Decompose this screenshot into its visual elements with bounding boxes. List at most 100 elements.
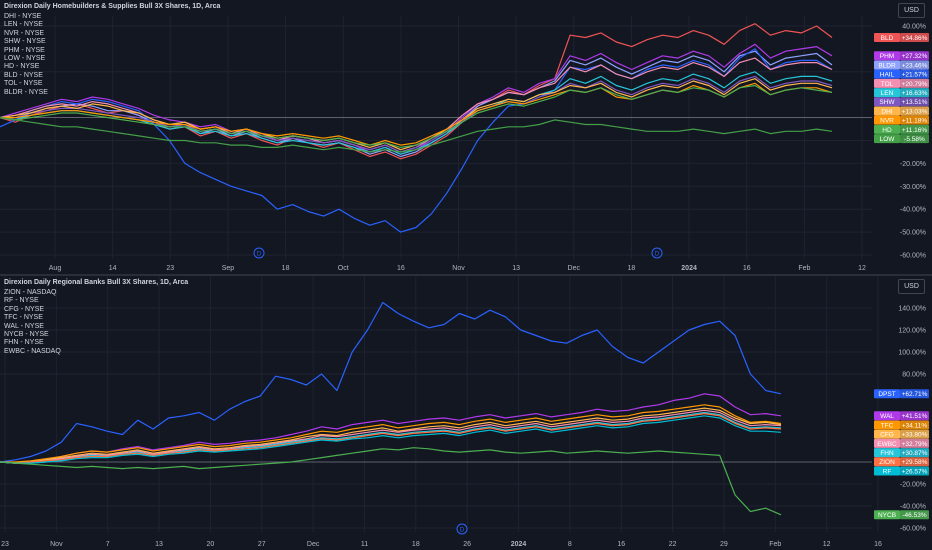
dividend-marker[interactable]: D [253, 247, 265, 259]
regional-banks-chart-panel: 140.00% 120.00% 100.00% 80.00% -20.00% -40.00… [0, 276, 932, 550]
price-label-cfg[interactable]: CFG +33.80% [874, 429, 929, 439]
price-label-tfc[interactable]: TFC +34.11% [874, 420, 929, 430]
price-label-name-bg [874, 88, 900, 98]
x-tick-label: Feb [769, 541, 781, 548]
series-line-phm [0, 43, 833, 155]
price-label-nvr[interactable]: NVR +11.18% [874, 115, 929, 125]
price-label-low[interactable]: LOW -5.58% [874, 134, 929, 144]
symbol-legend-item: RF - NYSE [4, 297, 39, 305]
price-label-name-bg [874, 78, 900, 88]
x-tick-label: 26 [463, 541, 471, 548]
dividend-marker-circle [253, 247, 265, 259]
price-label-name-bg [874, 32, 900, 42]
price-label-value-bg [900, 78, 929, 88]
x-tick-label: 23 [166, 265, 174, 272]
symbol-legend-item: CFG - NYSE [4, 305, 45, 313]
price-label-name: TFC [881, 422, 894, 429]
price-label-hd[interactable]: HD +11.16% [874, 124, 929, 134]
x-tick-label: Feb [798, 265, 810, 272]
price-label-name-bg [874, 60, 900, 70]
price-label-nycb[interactable]: NYCB -46.53% [874, 510, 929, 520]
pane-divider[interactable] [0, 274, 932, 276]
price-label-shw[interactable]: SHW +13.51% [874, 97, 929, 107]
series-line-ewbc [0, 409, 782, 464]
x-tick-label: 27 [258, 541, 266, 548]
price-label-value: -5.58% [904, 136, 925, 143]
symbol-legend-item: BLDR - NYSE [4, 88, 48, 96]
y-tick-label: 120.00% [898, 328, 926, 335]
series-line-shw [0, 75, 833, 153]
dividend-marker-letter: D [460, 527, 465, 533]
y-tick-label: 140.00% [898, 306, 926, 313]
y-tick-label: -40.00% [900, 207, 926, 214]
price-label-tol[interactable]: TOL +20.79% [874, 78, 929, 88]
price-label-name-bg [874, 457, 900, 467]
chart-title: Direxion Daily Regional Banks Bull 3X Sh… [4, 279, 189, 286]
x-tick-label: 11 [361, 541, 368, 548]
price-label-value: +11.16% [902, 127, 928, 134]
y-tick-label: -40.00% [900, 504, 926, 511]
price-label-value: +13.03% [902, 108, 928, 115]
x-tick-label: 2024 [681, 265, 697, 272]
dividend-marker[interactable]: D [651, 247, 663, 259]
price-label-name: WAL [880, 413, 894, 420]
price-label-wal[interactable]: WAL +41.51% [874, 411, 929, 421]
x-tick-label: Nov [50, 541, 63, 548]
x-tick-label: 16 [397, 265, 405, 272]
price-label-ewbc[interactable]: EWBC +32.79% [874, 438, 929, 448]
dividend-marker-circle [651, 247, 663, 259]
price-label-dpst[interactable]: DPST +62.71% [874, 389, 929, 399]
symbol-legend-item: ZION - NASDAQ [4, 289, 57, 296]
price-label-zion[interactable]: ZION +29.58% [874, 457, 929, 467]
series-line-tfc [0, 404, 782, 463]
series-line-cfg [0, 407, 782, 464]
price-label-value-bg [900, 88, 929, 98]
price-label-name: LOW [880, 136, 896, 143]
price-label-name-bg [874, 115, 900, 125]
symbol-legend-item: HD - NYSE [4, 63, 40, 71]
chart-title: Direxion Daily Homebuilders & Supplies B… [4, 3, 221, 10]
series-line-zion [0, 413, 782, 464]
x-tick-label: 18 [628, 265, 636, 272]
price-label-phm[interactable]: PHM +27.32% [874, 51, 929, 61]
price-label-value-bg [900, 124, 929, 134]
price-label-value-bg [900, 69, 929, 79]
price-label-name: SHW [879, 99, 895, 106]
y-tick-label: -60.00% [900, 526, 926, 533]
symbol-legend-item: SHW - NYSE [4, 38, 46, 46]
x-tick-label: 16 [743, 265, 751, 272]
price-label-name-bg [874, 97, 900, 107]
price-label-name: LEN [881, 90, 894, 97]
price-label-value: +13.51% [902, 99, 928, 106]
price-label-value: +20.79% [902, 81, 928, 88]
price-label-name: DHI [881, 108, 892, 115]
price-label-name-bg [874, 420, 900, 430]
x-tick-label: 18 [412, 541, 420, 548]
price-label-bld[interactable]: BLD +34.86% [874, 32, 929, 42]
price-label-len[interactable]: LEN +16.63% [874, 88, 929, 98]
price-label-bldr[interactable]: BLDR +23.46% [874, 60, 929, 70]
currency-button[interactable]: USD [898, 279, 925, 294]
symbol-legend-item: EWBC - NASDAQ [4, 347, 61, 355]
currency-button[interactable]: USD [898, 3, 925, 18]
price-label-value: +27.32% [902, 53, 928, 60]
dividend-marker-letter: D [257, 251, 262, 257]
price-label-name-bg [874, 134, 900, 144]
dividend-marker[interactable]: D [456, 523, 468, 535]
x-tick-label: 22 [669, 541, 677, 548]
series-line-low [0, 117, 833, 153]
price-label-dhi[interactable]: DHI +13.03% [874, 106, 929, 116]
series-line-hd [0, 84, 833, 148]
price-label-hail[interactable]: HAIL +21.57% [874, 69, 929, 79]
series-line-rf [0, 415, 782, 464]
series-line-bldr [0, 50, 833, 158]
price-label-value-bg [900, 115, 929, 125]
price-label-name-bg [874, 411, 900, 421]
price-label-fhn[interactable]: FHN +30.87% [874, 448, 929, 458]
price-label-value-bg [900, 457, 929, 467]
regional-banks-chart: 140.00% 120.00% 100.00% 80.00% -20.00% -40.00… [0, 276, 929, 548]
symbol-legend: ZION - NASDAQ RF - NYSE CFG - NYSE TFC - NY… [4, 289, 61, 356]
price-label-rf[interactable]: RF +26.57% [874, 466, 929, 476]
x-tick-label: Oct [338, 265, 349, 272]
x-tick-label: 29 [720, 541, 728, 548]
